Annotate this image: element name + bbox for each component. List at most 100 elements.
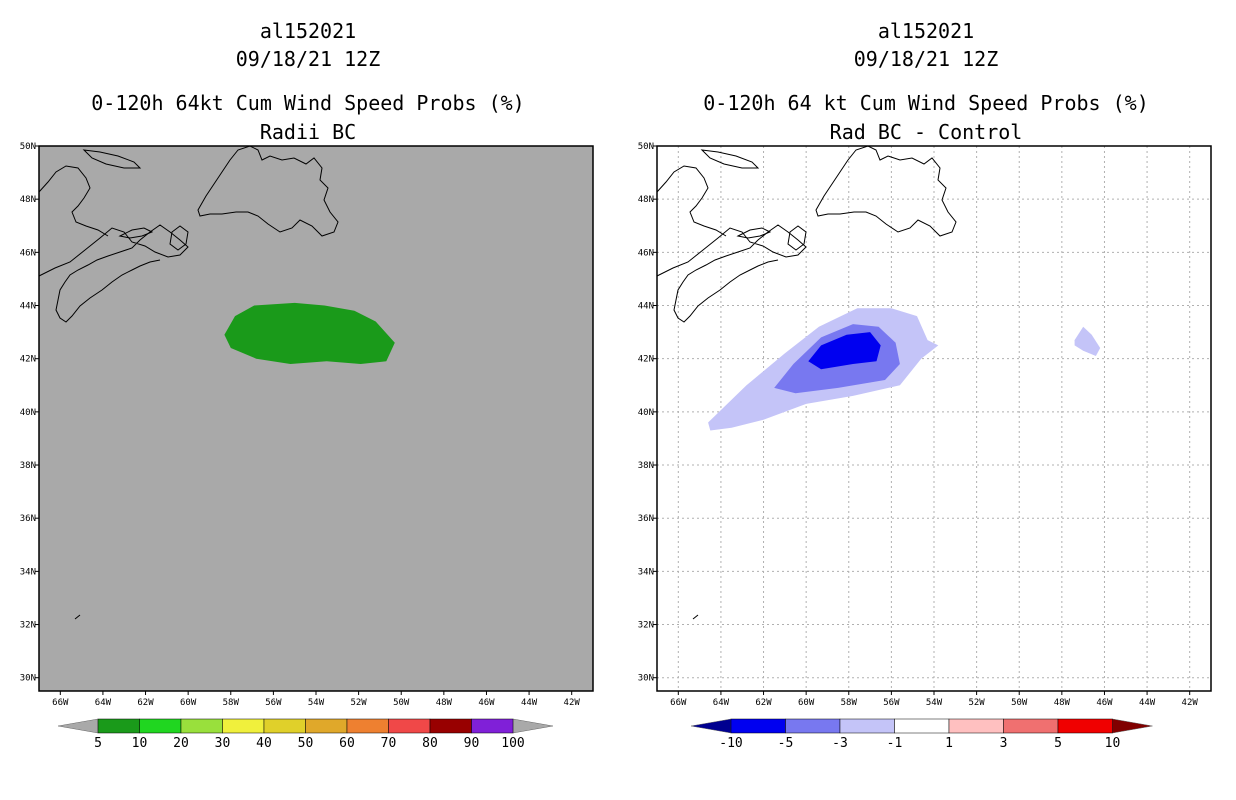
- colorbar-label: -3: [832, 736, 848, 751]
- y-tick-label: 32N: [638, 621, 654, 631]
- left-coast-nova-scotia: [38, 224, 189, 323]
- colorbar-swatch-8: [429, 718, 472, 734]
- colorbar-label: 90: [464, 736, 480, 751]
- colorbar-right-arrow: [1112, 718, 1153, 734]
- right-coast-nova-scotia: [656, 224, 807, 323]
- y-tick-label: 50N: [638, 142, 654, 152]
- right-coast-bermuda: [692, 614, 699, 620]
- y-tick-label: 48N: [638, 195, 654, 205]
- right-colorbar: -10 -5 -3 -1 1 3 5 10: [690, 718, 1153, 751]
- y-tick-label: 38N: [20, 461, 36, 471]
- colorbar-label: -5: [778, 736, 794, 751]
- x-tick-label: 50W: [1011, 698, 1028, 708]
- x-tick-label: 44W: [1139, 698, 1156, 708]
- y-tick-label: 30N: [638, 674, 654, 684]
- x-tick-label: 56W: [265, 698, 282, 708]
- x-tick-label: 64W: [713, 698, 730, 708]
- right-subtitle: Rad BC - Control: [830, 120, 1023, 144]
- colorbar-right-arrow: [512, 718, 554, 734]
- colorbar-swatch-0: [730, 718, 786, 734]
- colorbar-swatch-7: [388, 718, 431, 734]
- x-tick-label: 48W: [436, 698, 453, 708]
- y-tick-label: 44N: [20, 302, 36, 312]
- x-tick-label: 62W: [137, 698, 154, 708]
- colorbar-left-arrow: [57, 718, 99, 734]
- right-coast-anticosti: [700, 149, 760, 169]
- y-tick-label: 44N: [638, 302, 654, 312]
- colorbar-swatch-6: [346, 718, 389, 734]
- colorbar-label: 80: [422, 736, 438, 751]
- left-subtitle: Radii BC: [260, 120, 356, 144]
- y-tick-label: 50N: [20, 142, 36, 152]
- left-coast-newfoundland: [197, 145, 339, 237]
- y-tick-label: 40N: [638, 408, 654, 418]
- colorbar-label: 30: [215, 736, 231, 751]
- colorbar-label: 10: [132, 736, 148, 751]
- y-tick-label: 36N: [638, 514, 654, 524]
- y-tick-label: 32N: [20, 621, 36, 631]
- colorbar-label: -1: [887, 736, 903, 751]
- x-tick-label: 42W: [564, 698, 581, 708]
- colorbar-label: 60: [339, 736, 355, 751]
- y-tick-label: 48N: [20, 195, 36, 205]
- y-tick-label: 42N: [638, 355, 654, 365]
- y-tick-label: 40N: [20, 408, 36, 418]
- colorbar-swatch-4: [263, 718, 306, 734]
- x-tick-label: 46W: [478, 698, 495, 708]
- right-storm-id: al152021: [878, 19, 974, 43]
- y-tick-label: 30N: [20, 674, 36, 684]
- x-tick-label: 58W: [841, 698, 858, 708]
- x-tick-label: 62W: [755, 698, 772, 708]
- left-storm-id: al152021: [260, 19, 356, 43]
- x-tick-label: 60W: [798, 698, 815, 708]
- x-tick-label: 44W: [521, 698, 538, 708]
- y-tick-label: 34N: [638, 567, 654, 577]
- colorbar-label: 1: [945, 736, 953, 751]
- x-tick-label: 42W: [1182, 698, 1199, 708]
- left-map-background: [39, 146, 593, 691]
- right-axis-ticks: 66W 64W 62W 60W 58W 56W 54W 52W 50W 48W 46W 44W 42W 3…: [638, 142, 1199, 708]
- left-coast-anticosti: [82, 149, 142, 169]
- colorbar-swatch-3: [894, 718, 950, 734]
- x-tick-label: 66W: [670, 698, 687, 708]
- right-coast-pei: [736, 227, 772, 239]
- colorbar-swatch-0: [97, 718, 140, 734]
- colorbar-swatch-5: [1003, 718, 1059, 734]
- x-tick-label: 48W: [1054, 698, 1071, 708]
- colorbar-label: 50: [298, 736, 314, 751]
- colorbar-label: 5: [1054, 736, 1062, 751]
- x-tick-label: 46W: [1096, 698, 1113, 708]
- y-tick-label: 36N: [20, 514, 36, 524]
- x-tick-label: 50W: [393, 698, 410, 708]
- colorbar-swatch-1: [139, 718, 182, 734]
- right-date: 09/18/21 12Z: [854, 47, 999, 71]
- contour-region-3: [808, 332, 881, 370]
- left-title: 0-120h 64kt Cum Wind Speed Probs (%): [91, 91, 524, 115]
- x-tick-label: 64W: [95, 698, 112, 708]
- left-date: 09/18/21 12Z: [236, 47, 381, 71]
- x-tick-label: 66W: [52, 698, 69, 708]
- right-coast-new-brunswick: [656, 165, 727, 237]
- colorbar-swatch-2: [839, 718, 895, 734]
- left-coast-bermuda: [74, 614, 81, 620]
- right-difference-contours: [708, 308, 1101, 431]
- colorbar-swatch-5: [305, 718, 348, 734]
- panel-radii-bc: al152021 09/18/21 12Z 0-120h 64kt Cum Wi…: [20, 19, 594, 751]
- left-coast-new-brunswick: [38, 165, 109, 237]
- x-tick-label: 58W: [223, 698, 240, 708]
- colorbar-label: 100: [501, 736, 524, 751]
- x-tick-label: 52W: [350, 698, 367, 708]
- colorbar-label: 70: [381, 736, 397, 751]
- colorbar-swatch-4: [948, 718, 1004, 734]
- right-coast-cape-breton: [787, 225, 807, 251]
- colorbar-label: 10: [1105, 736, 1121, 751]
- left-coastlines: [38, 145, 339, 620]
- x-tick-label: 54W: [308, 698, 325, 708]
- colorbar-swatch-1: [785, 718, 841, 734]
- left-axis-ticks: 66W 64W 62W 60W 58W 56W 54W 52W 50W 48W 46W 44W 42W 3…: [20, 142, 581, 708]
- right-coastlines: [656, 145, 957, 620]
- x-tick-label: 60W: [180, 698, 197, 708]
- right-coast-newfoundland: [815, 145, 957, 237]
- left-coast-pei: [118, 227, 154, 239]
